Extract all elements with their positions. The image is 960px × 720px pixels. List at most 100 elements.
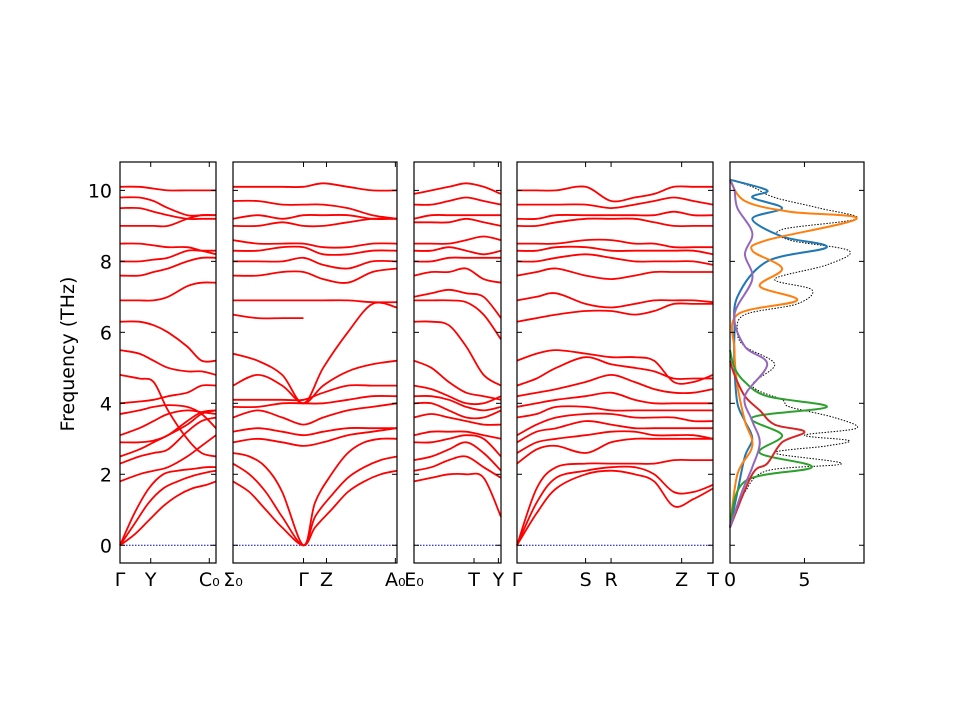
x-tick-label: Y bbox=[492, 569, 505, 591]
phonon-band bbox=[232, 469, 398, 547]
phonon-band bbox=[516, 391, 713, 408]
phonon-band bbox=[119, 469, 217, 546]
phonon-band bbox=[119, 374, 217, 458]
phonon-band bbox=[516, 469, 714, 546]
y-tick-label: 0 bbox=[100, 535, 112, 557]
x-tick-label: S bbox=[580, 569, 592, 591]
phonon-band bbox=[516, 412, 714, 436]
x-tick-label: Γ bbox=[512, 569, 523, 591]
phonon-band bbox=[120, 281, 217, 302]
x-tick-label: Γ bbox=[298, 569, 309, 591]
phonon-band bbox=[413, 384, 502, 406]
x-tick-label: T bbox=[467, 569, 480, 591]
phonon-band bbox=[516, 349, 714, 385]
x-tick-label: Z bbox=[320, 569, 333, 591]
phonon-band bbox=[413, 413, 502, 426]
phonon-band bbox=[516, 420, 713, 444]
phonon-band bbox=[119, 256, 217, 277]
phonon-band bbox=[516, 430, 714, 454]
phonon-band bbox=[119, 416, 217, 465]
phonon-band bbox=[413, 196, 502, 206]
panel-frame bbox=[119, 161, 217, 564]
phonon-band bbox=[232, 395, 398, 409]
partial-dos-curve bbox=[729, 179, 858, 528]
phonon-band bbox=[516, 196, 714, 210]
y-tick-label: 4 bbox=[100, 393, 112, 415]
phonon-band bbox=[232, 359, 398, 405]
partial-dos-curve bbox=[729, 179, 769, 528]
y-axis-label: Frequency (THz) bbox=[57, 277, 79, 432]
phonon-band bbox=[413, 434, 502, 458]
phonon-band bbox=[517, 185, 713, 203]
phonon-band bbox=[119, 404, 217, 429]
x-tick-label: R bbox=[604, 569, 617, 591]
phonon-band bbox=[413, 441, 502, 472]
phonon-band bbox=[119, 384, 217, 405]
phonon-band bbox=[232, 245, 398, 256]
phonon-band bbox=[516, 437, 713, 465]
phonon-band bbox=[233, 299, 398, 304]
phonon-band bbox=[413, 182, 502, 195]
x-tick-label: 5 bbox=[798, 569, 810, 591]
x-tick-label: C₀ bbox=[199, 569, 220, 591]
y-tick-label: 6 bbox=[100, 322, 112, 344]
phonon-band bbox=[232, 267, 398, 284]
phonon-band bbox=[232, 199, 398, 220]
phonon-band bbox=[119, 214, 217, 228]
x-tick-label: Γ bbox=[115, 569, 126, 591]
x-tick-label: A₀ bbox=[385, 569, 406, 591]
phonon-band bbox=[119, 480, 217, 547]
phonon-band bbox=[516, 210, 714, 220]
phonon-band bbox=[516, 356, 713, 387]
phonon-band bbox=[516, 292, 714, 309]
phonon-band bbox=[517, 238, 713, 249]
partial-dos-curve bbox=[729, 178, 828, 528]
phonon-band bbox=[413, 214, 501, 220]
partial-dos-curve bbox=[729, 349, 828, 528]
panel-frame bbox=[516, 161, 714, 564]
phonon-band bbox=[232, 437, 398, 547]
phonon-band bbox=[119, 185, 216, 192]
phonon-band bbox=[232, 239, 398, 249]
phonon-band bbox=[414, 217, 502, 227]
phonon-band bbox=[414, 235, 502, 245]
phonon-band bbox=[516, 253, 714, 266]
phonon-band bbox=[119, 320, 217, 363]
phonon-band bbox=[119, 196, 216, 217]
phonon-band bbox=[516, 267, 713, 281]
x-tick-label: Y bbox=[144, 569, 157, 591]
phonon-band bbox=[119, 249, 216, 263]
phonon-band bbox=[413, 246, 502, 256]
y-tick-label: 8 bbox=[100, 251, 112, 273]
total-dos-curve bbox=[729, 179, 859, 528]
phonon-band bbox=[413, 256, 501, 263]
phonon-band bbox=[516, 458, 713, 546]
phonon-band bbox=[413, 472, 502, 518]
phonon-band bbox=[516, 245, 714, 256]
phonon-band bbox=[413, 288, 502, 319]
phonon-band bbox=[232, 427, 397, 437]
y-tick-label: 2 bbox=[100, 464, 112, 486]
phonon-band bbox=[119, 409, 217, 437]
phonon-band bbox=[413, 395, 502, 412]
phonon-band bbox=[119, 466, 217, 546]
phonon-band bbox=[516, 465, 714, 546]
phonon-band bbox=[232, 455, 398, 547]
phonon-band bbox=[516, 373, 714, 398]
phonon-band bbox=[414, 299, 502, 340]
phonon-band bbox=[232, 402, 398, 426]
panel-3: E₀ T Y bbox=[404, 161, 505, 591]
phonon-band bbox=[232, 313, 304, 320]
x-tick-label: Z bbox=[675, 569, 688, 591]
phonon-band bbox=[516, 302, 713, 323]
phonon-band bbox=[119, 349, 217, 376]
panel-frame bbox=[729, 161, 865, 564]
phonon-band bbox=[413, 455, 502, 479]
x-tick-label: E₀ bbox=[404, 569, 424, 591]
phonon-band bbox=[413, 401, 502, 420]
y-tick-label: 10 bbox=[88, 180, 112, 202]
phonon-band bbox=[119, 242, 217, 256]
panel-frame bbox=[232, 161, 398, 564]
